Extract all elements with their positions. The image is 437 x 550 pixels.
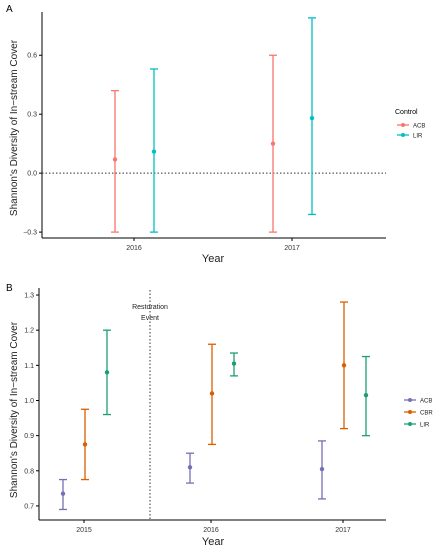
panelA-x-tick-label-2017: 2017 [284, 245, 300, 252]
panel-a-y-axis-label: Shannon's Diversity of In−stream Cover [9, 39, 20, 216]
panelA-y-tick-label: 0.6 [27, 53, 37, 60]
panelA-acb-2016-errorbar [111, 89, 119, 233]
panel-b-marks [59, 301, 370, 511]
legend-b-acb-swatch-dot [408, 398, 412, 402]
legend-a-acb-swatch-dot [401, 123, 405, 127]
panelB-acb-2017-errorbar [318, 440, 326, 500]
legend-a-acb-label: ACB [413, 124, 425, 130]
panelA-y-tick-label: 0.0 [27, 171, 37, 178]
panelA-lir-2017-errorbar [308, 17, 316, 216]
panelB-cbr-2015-point [82, 442, 88, 447]
panel-a: A Shannon's Diversity of In−stream Cover… [6, 4, 425, 265]
panelB-acb-2015-errorbar [59, 478, 67, 511]
panelB-acb-2017-point [319, 466, 325, 472]
panel-b-ticks: 0.7 0.8 0.9 1.0 1.1 1.2 1.3 2015 2016 2017 [24, 293, 351, 534]
panelB-lir-2017-errorbar [362, 355, 370, 437]
panelB-lir-2017-point [363, 393, 369, 398]
panel-b-tag: B [6, 283, 13, 294]
panelB-acb-2015-point [60, 491, 66, 496]
legend-a-lir-swatch-dot [401, 133, 405, 137]
panel-b-event-group: Restoration Event [132, 290, 168, 520]
panelB-x-tick-label-2016: 2016 [203, 527, 219, 534]
panelB-y-tick-label: 1.2 [24, 328, 34, 335]
panelB-cbr-2016-point [209, 391, 215, 396]
panel-b-y-axis-label: Shannon's Diversity of In−stream Cover [9, 321, 20, 498]
panelB-y-tick-label: 0.8 [24, 468, 34, 475]
panelA-x-tick-label-2016: 2016 [126, 245, 142, 252]
legend-b-cbr-swatch-dot [408, 410, 412, 414]
legend-b-acb-label: ACB [420, 399, 432, 405]
panelB-x-tick-label-2017: 2017 [335, 527, 351, 534]
panel-a-x-axis-label: Year [202, 253, 225, 265]
panelA-lir-2016-errorbar [150, 68, 158, 233]
panel-a-legend-title: Control [395, 109, 418, 116]
panelB-cbr-2015-errorbar [81, 408, 89, 481]
panelA-acb-2016-point [112, 157, 118, 162]
panelB-lir-2016-point [231, 361, 237, 366]
panelB-cbr-2017-point [341, 363, 347, 368]
panelB-y-tick-label: 1.1 [24, 363, 34, 370]
panelB-y-tick-label: 0.9 [24, 433, 34, 440]
panelB-acb-2016-errorbar [186, 452, 194, 484]
panelB-lir-2016-errorbar [230, 352, 238, 377]
legend-b-lir-label: LIR [420, 423, 430, 429]
panelA-y-tick-label: 0.3 [27, 112, 37, 119]
panelA-y-tick-label: −0.3 [23, 230, 37, 237]
panelB-y-tick-label: 1.3 [24, 293, 34, 300]
panel-b-legend: ACB CBR LIR [404, 398, 433, 429]
panelB-cbr-2016-errorbar [208, 343, 216, 446]
panelA-acb-2017-errorbar [269, 54, 277, 233]
panelB-acb-2016-point [187, 465, 193, 470]
panelA-lir-2017-point [309, 115, 315, 121]
panelB-y-tick-label: 1.0 [24, 398, 34, 405]
panelB-lir-2015-errorbar [103, 329, 111, 416]
panel-b: B Shannon's Diversity of In−stream Cover… [6, 283, 433, 548]
panel-a-tag: A [6, 4, 13, 15]
panelA-acb-2017-point [270, 141, 276, 146]
panel-b-x-axis-label: Year [202, 536, 225, 548]
panelB-lir-2015-point [104, 370, 110, 375]
legend-b-lir-swatch-dot [408, 422, 412, 426]
panel-a-legend: Control ACB LIR [395, 109, 425, 140]
panelB-x-tick-label-2015: 2015 [76, 527, 92, 534]
panel-a-ticks: −0.3 0.0 0.3 0.6 2016 2017 [23, 53, 300, 252]
panel-a-marks [111, 17, 316, 233]
panelB-cbr-2017-errorbar [340, 301, 348, 430]
legend-a-lir-label: LIR [413, 134, 423, 140]
legend-b-cbr-label: CBR [420, 411, 433, 417]
panelB-y-tick-label: 0.7 [24, 503, 34, 510]
panelA-lir-2016-point [151, 149, 157, 154]
